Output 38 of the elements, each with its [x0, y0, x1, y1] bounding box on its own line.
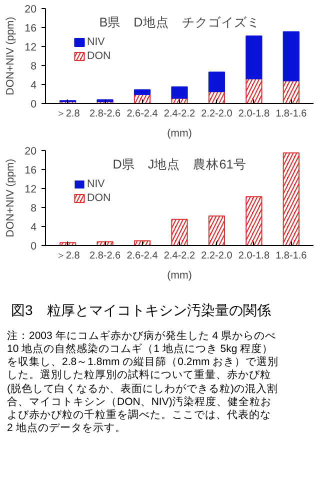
x-tick-label: ＞2.8: [56, 250, 80, 262]
y-tick-label: 20: [24, 4, 37, 16]
x-tick-label: 2.6-2.4: [126, 108, 158, 120]
y-tick-label: 4: [30, 222, 37, 234]
y-tick-label: 16: [24, 22, 37, 34]
x-tick-label: 2.2-2.0: [201, 108, 233, 120]
y-tick-label: 16: [24, 164, 37, 176]
x-tick-label: 2.4-2.2: [164, 108, 196, 120]
x-tick-label: 1.8-1.6: [276, 108, 308, 120]
y-tick-label: 8: [30, 202, 37, 214]
x-tick-label: 1.8-1.6: [276, 250, 308, 262]
text: B県 D地点 チクゴイズミ: [99, 15, 260, 30]
x-tick-label: 2.6-2.4: [126, 250, 158, 262]
legend-label: DON: [87, 192, 111, 204]
x-axis-title: (mm): [167, 270, 192, 282]
y-tick-label: 4: [30, 80, 37, 92]
x-tick-label: 2.4-2.2: [164, 250, 196, 262]
y-tick-label: 20: [24, 146, 37, 158]
y-tick-label: 8: [30, 60, 37, 72]
x-tick-label: 2.8-2.6: [89, 250, 122, 262]
x-tick-label: 2.0-1.8: [238, 250, 270, 262]
y-tick-label: 0: [30, 98, 37, 110]
legend-label: NIV: [87, 178, 106, 190]
legend-label: DON: [87, 50, 111, 62]
x-tick-label: 2.0-1.8: [238, 108, 270, 120]
text: D県 J地点 農林61号: [112, 157, 246, 172]
x-tick-label: 2.2-2.0: [201, 250, 233, 262]
legend-label: NIV: [87, 36, 106, 48]
x-tick-label: 2.8-2.6: [89, 108, 122, 120]
x-axis-title: (mm): [167, 128, 192, 140]
y-axis-title: DON+NIV (ppm): [4, 158, 17, 238]
y-tick-label: 12: [24, 42, 37, 54]
y-tick-label: 12: [24, 184, 37, 196]
y-axis-title: DON+NIV (ppm): [4, 16, 17, 96]
text: 注：2003 年にコムギ赤かび病が発生した 4 県からのべ 10 地点の自然感染のコムギ（1 地点につき 5kg 程度）を収集し、2.8～1.8mm の縦目篩（0.2mm おき）で選別した。選別した粒厚別の試料について重量、赤かび粒(脱色して白くなるか、表面にしわができる粒)の混入割合、マイコトキシン（DON、NIV)汚染程度、健全粒および赤かび粒の千粒重を調べた。ここでは、代表的な 2 地点のデータを示す。: [7, 330, 279, 435]
y-tick-label: 0: [30, 240, 37, 252]
x-tick-label: ＞2.8: [56, 108, 80, 120]
caption: 図3 粒厚とマイコトキシン汚染量の関係: [11, 301, 271, 320]
